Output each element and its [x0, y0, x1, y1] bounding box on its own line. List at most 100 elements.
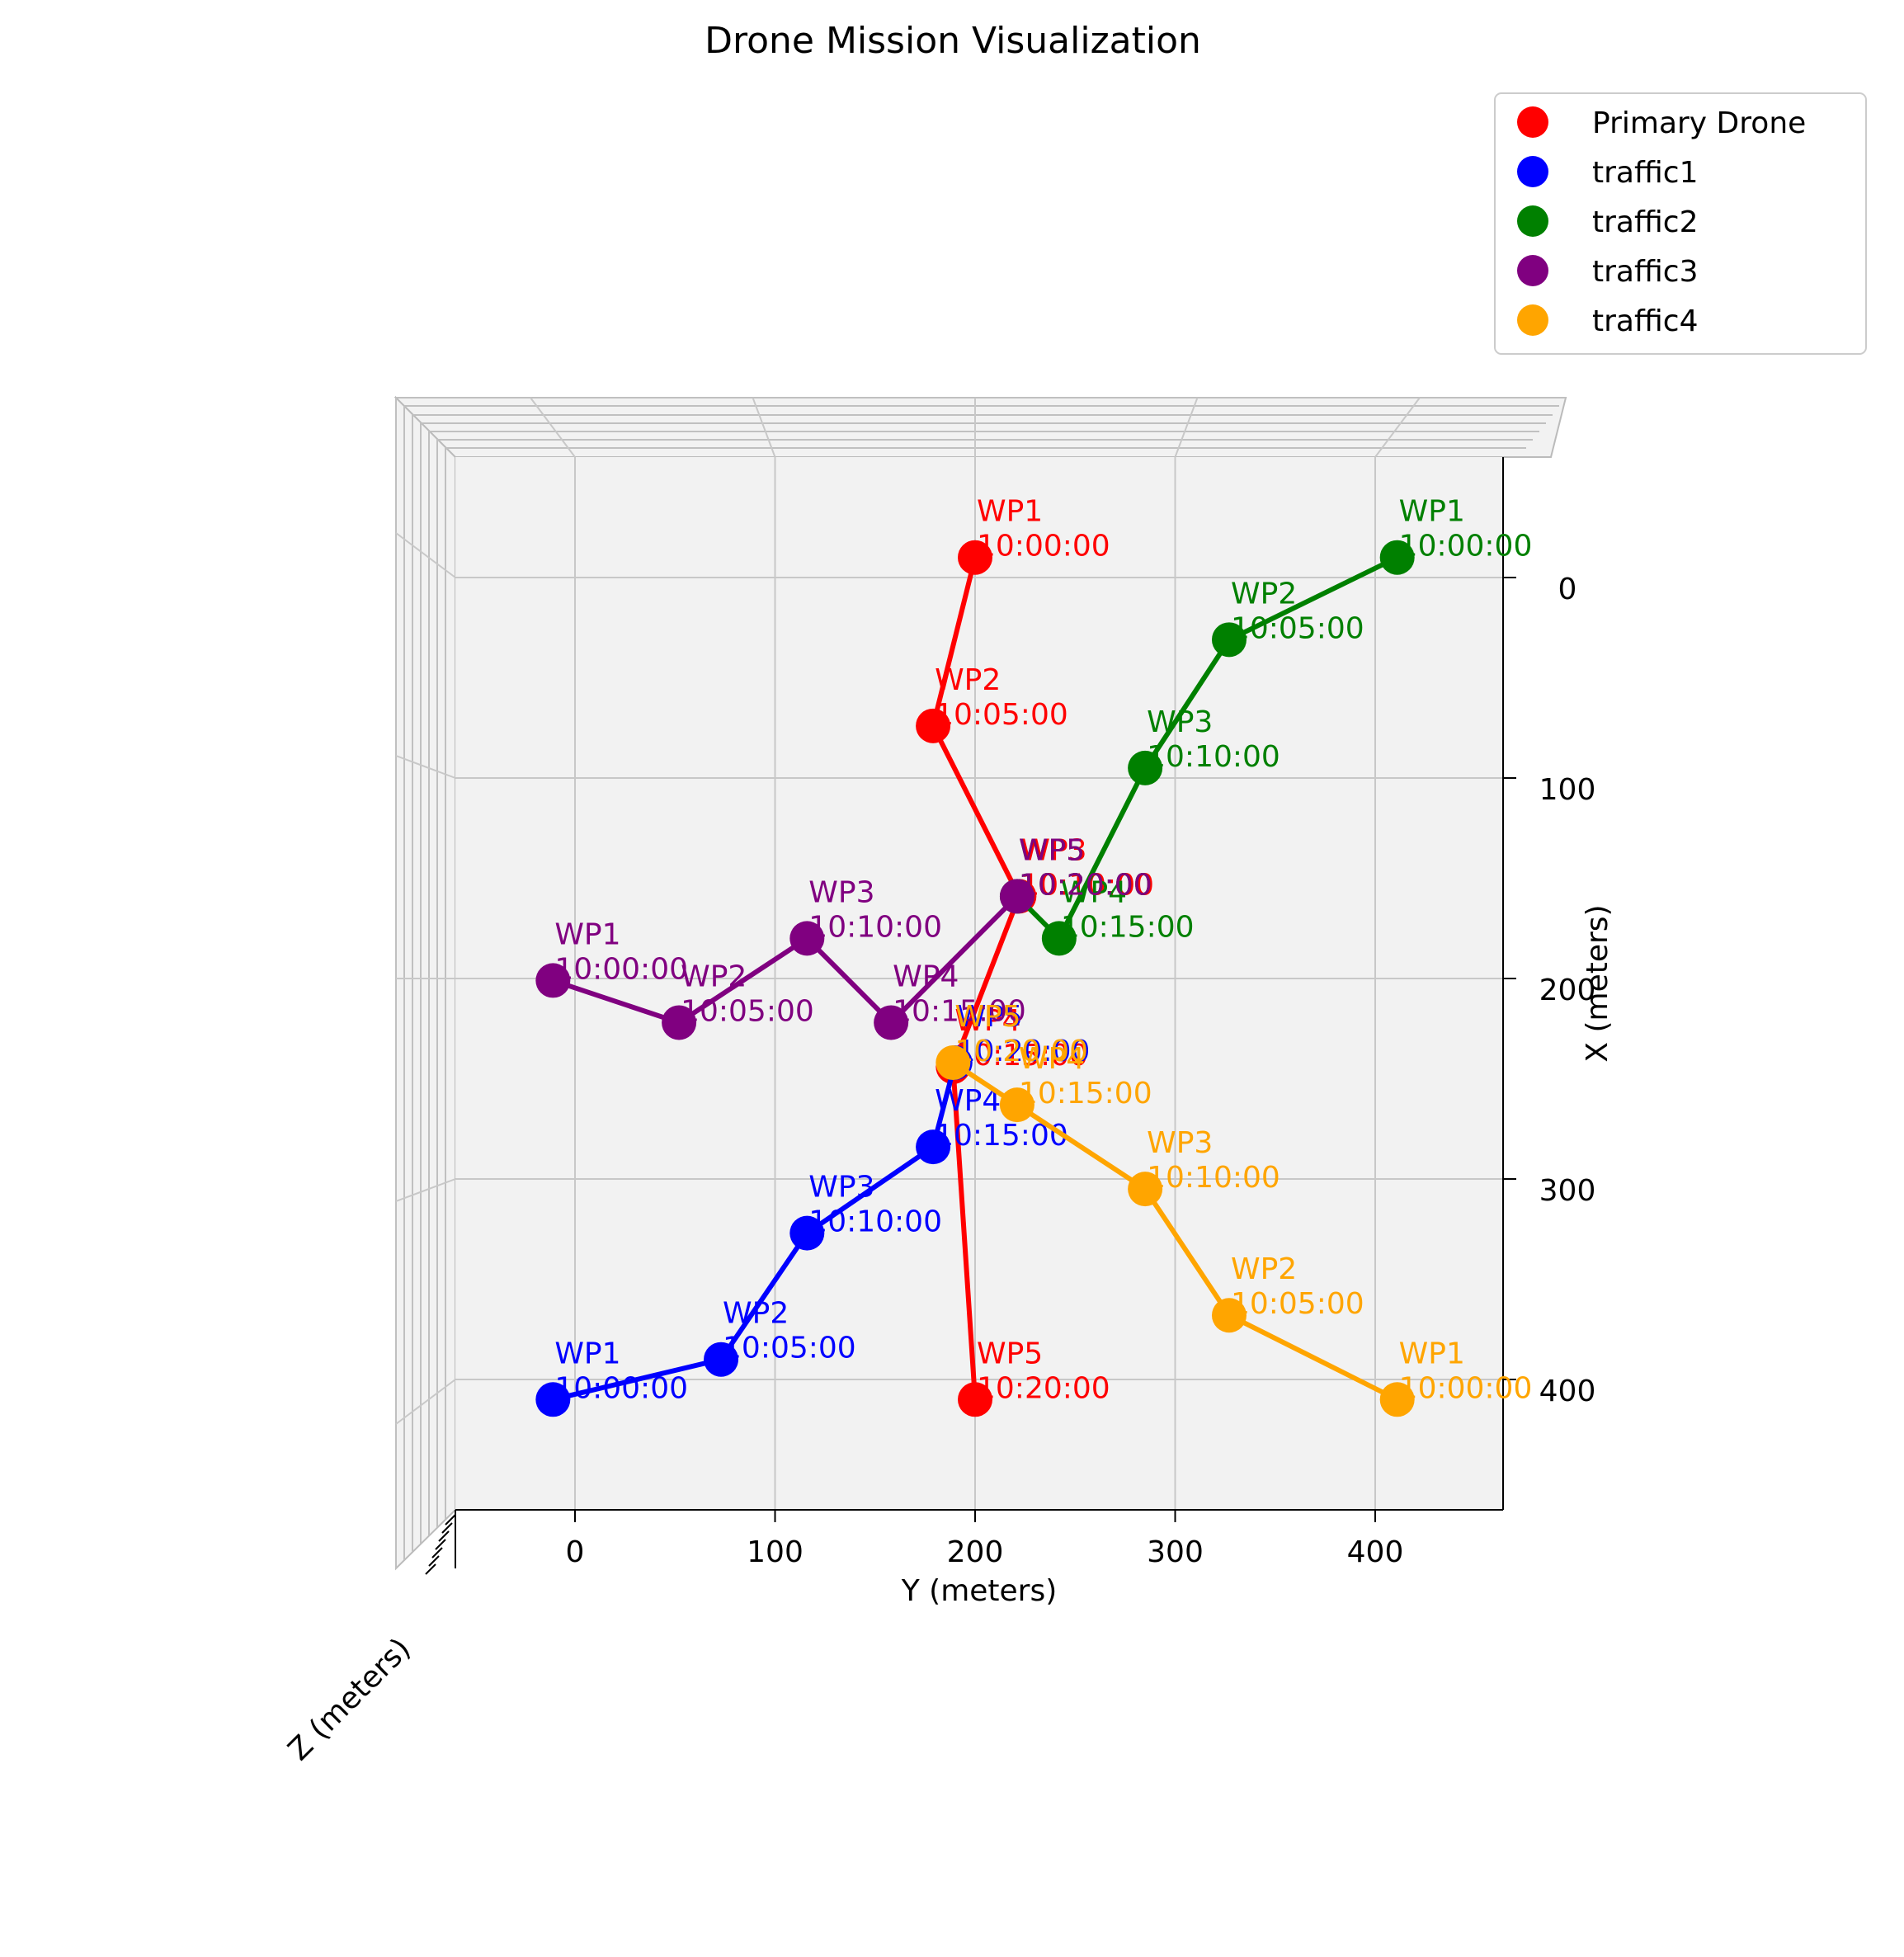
grid-line-h-recede	[395, 532, 456, 578]
waypoint-time: 10:05:00	[723, 1332, 856, 1365]
z-tick-mark	[435, 1539, 446, 1550]
waypoint-label: WP1	[977, 495, 1043, 529]
x-tick-label: 0	[566, 1535, 585, 1569]
grid-line-h-recede	[395, 1178, 456, 1202]
waypoint-label: WP5	[977, 1337, 1043, 1370]
y-axis-label: X (meters)	[1581, 904, 1614, 1062]
waypoint-time: 10:15:00	[954, 1039, 1088, 1073]
waypoint-label: WP1	[1399, 1337, 1465, 1370]
grid-line-h-recede	[395, 755, 456, 779]
waypoint-marker	[1041, 921, 1077, 956]
waypoint-marker	[936, 1045, 971, 1081]
legend-marker	[1517, 205, 1548, 237]
z-tick-mark	[441, 1522, 453, 1534]
y-tick-label: 100	[1539, 773, 1596, 807]
waypoint-label: WP4	[1061, 875, 1127, 909]
waypoint-marker	[535, 963, 571, 998]
waypoint-label: WP2	[1231, 577, 1297, 611]
waypoint-label: WP3	[808, 875, 874, 909]
waypoint-time: 10:10:00	[1147, 740, 1280, 774]
grid-line-h-recede	[395, 1379, 456, 1425]
waypoint-label: WP5	[1019, 833, 1085, 867]
y-tick-label: 300	[1539, 1174, 1596, 1208]
waypoint-label: WP2	[1231, 1252, 1297, 1286]
waypoint-time: 10:10:00	[808, 1205, 942, 1239]
grid-line-v-recede	[752, 397, 776, 458]
waypoint-time: 10:20:00	[957, 1035, 1091, 1068]
waypoint-time: 10:05:00	[1231, 1287, 1364, 1321]
waypoint-time: 10:20:00	[1019, 868, 1152, 902]
waypoint-marker	[999, 1087, 1034, 1123]
legend-entry: traffic1	[1592, 156, 1698, 190]
waypoint-time: 10:20:00	[1019, 868, 1152, 902]
waypoint-time: 10:05:00	[1231, 611, 1364, 645]
waypoint-marker	[1128, 1172, 1163, 1207]
waypoint-marker	[958, 1382, 992, 1417]
z-tick-mark	[445, 1514, 456, 1526]
waypoint-time: 10:15:00	[893, 994, 1026, 1028]
waypoint-time: 10:15:00	[1019, 1077, 1152, 1111]
y-tick-label: 200	[1539, 974, 1596, 1007]
waypoint-marker	[1379, 540, 1415, 575]
z-axis-label: Z (meters)	[282, 1632, 417, 1767]
chart-title: Drone Mission Visualization	[705, 20, 1201, 62]
waypoint-label: WP4	[1019, 1042, 1085, 1076]
waypoint-marker	[789, 1215, 825, 1251]
waypoint-time: 10:05:00	[681, 994, 814, 1028]
z-tick-mark	[431, 1547, 443, 1559]
legend-marker	[1517, 255, 1548, 286]
waypoint-marker	[1211, 622, 1247, 658]
legend-entry: traffic4	[1592, 304, 1698, 338]
waypoint-label: WP3	[1020, 833, 1086, 867]
y-tick-label: 400	[1539, 1375, 1596, 1408]
pane-left	[394, 395, 1567, 1571]
legend-frame	[1494, 92, 1867, 355]
waypoint-time: 10:05:00	[935, 698, 1068, 732]
waypoint-time: 10:00:00	[1399, 1371, 1533, 1405]
legend-entry: Primary Drone	[1592, 106, 1806, 140]
waypoint-marker	[874, 1005, 909, 1040]
waypoint-label: WP1	[1399, 495, 1465, 529]
legend-marker	[1517, 304, 1548, 336]
waypoint-marker	[535, 1382, 571, 1417]
waypoint-marker	[1379, 1382, 1415, 1417]
grid-line-v-recede	[1374, 397, 1421, 458]
waypoint-time: 10:15:00	[1061, 910, 1195, 944]
waypoint-label: WP1	[554, 1337, 620, 1370]
legend-entry: traffic2	[1592, 205, 1698, 239]
plot-area	[455, 457, 1503, 1510]
waypoint-marker	[999, 879, 1034, 914]
waypoint-marker	[789, 921, 825, 956]
waypoint-marker	[916, 708, 951, 743]
waypoint-time: 10:20:00	[954, 1035, 1088, 1068]
waypoint-marker	[916, 1129, 951, 1165]
z-tick-mark	[428, 1555, 440, 1567]
x-tick-label: 400	[1347, 1535, 1404, 1569]
x-tick-label: 200	[947, 1535, 1004, 1569]
waypoint-label: WP5	[957, 1000, 1023, 1034]
axes: 0 100 200 300 400 0 100 200 300 400	[425, 457, 1596, 1575]
waypoint-label: WP4	[893, 960, 959, 993]
legend-marker	[1517, 106, 1548, 138]
waypoint-label: WP2	[935, 663, 1001, 697]
y-tick-label: 0	[1558, 573, 1577, 606]
waypoint-label: WP2	[681, 960, 747, 993]
waypoint-time: 10:10:00	[1147, 1161, 1280, 1195]
waypoint-label: WP4	[954, 1004, 1020, 1038]
waypoint-marker	[1128, 750, 1163, 785]
waypoint-marker	[958, 540, 992, 575]
waypoint-time: 10:20:00	[977, 1371, 1110, 1405]
waypoint-label: WP3	[1147, 1126, 1213, 1160]
waypoint-time: 10:10:00	[808, 910, 942, 944]
pane-frame-lines	[395, 397, 1566, 1568]
waypoint-time: 10:00:00	[554, 1371, 688, 1405]
waypoint-label: WP3	[808, 1171, 874, 1205]
x-axis-label: Y (meters)	[901, 1574, 1058, 1608]
x-tick-label: 300	[1147, 1535, 1204, 1569]
waypoint-time: 10:00:00	[977, 530, 1110, 564]
legend-entry: traffic3	[1592, 255, 1698, 289]
legend-marker	[1517, 156, 1548, 187]
series-layer: WP110:00:00WP210:05:00WP310:10:00WP410:1…	[535, 495, 1532, 1417]
grid-line-v-recede	[530, 397, 576, 458]
